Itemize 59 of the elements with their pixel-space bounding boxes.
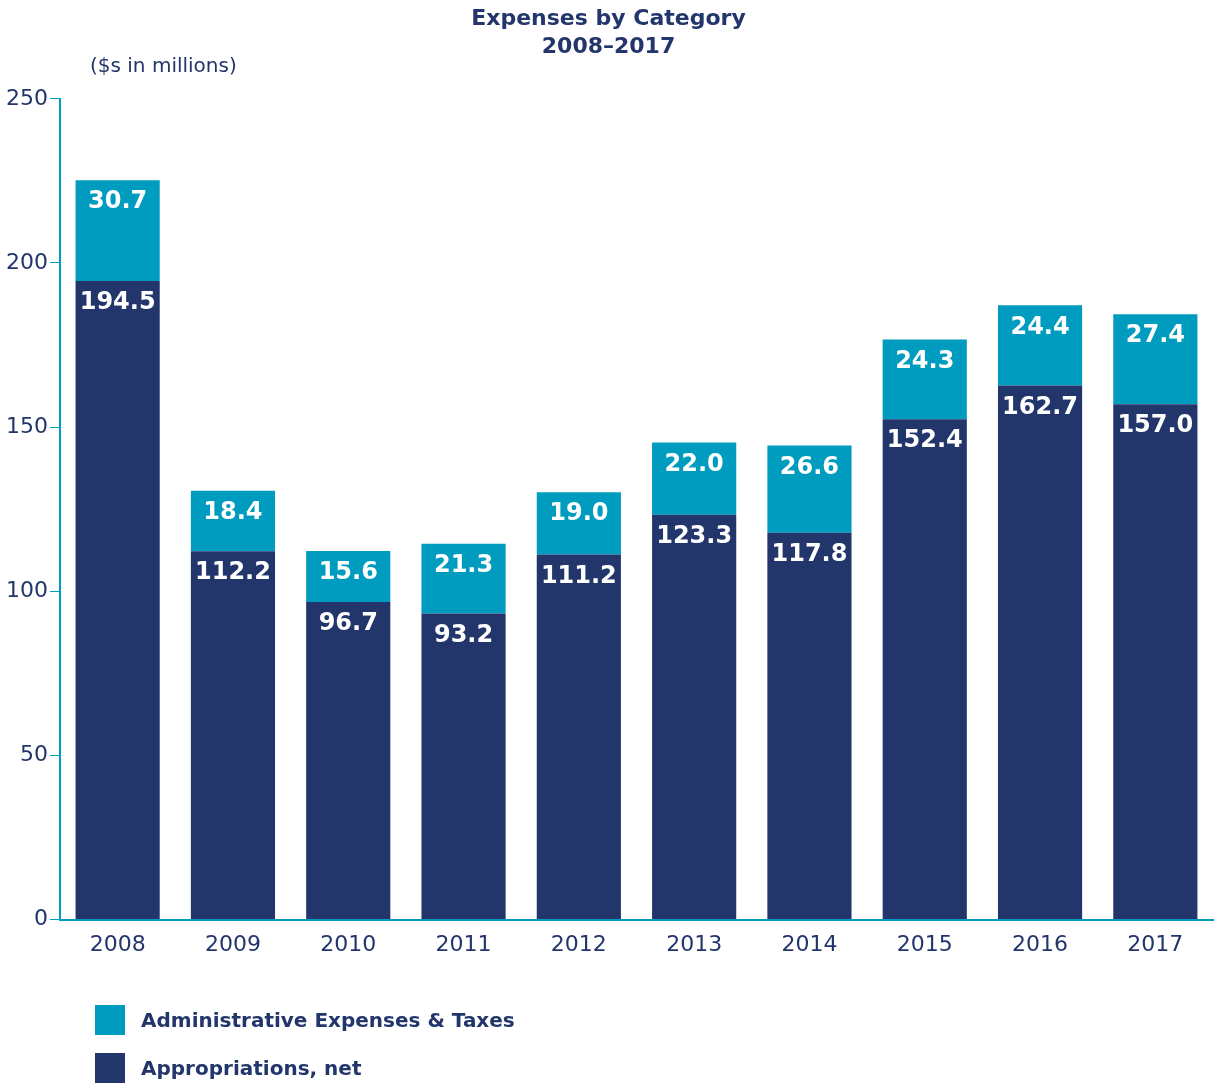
- legend-label: Administrative Expenses & Taxes: [141, 1008, 515, 1032]
- data-label: 194.5: [79, 287, 156, 316]
- y-tick-label: 0: [33, 905, 48, 931]
- x-tick-label: 2017: [1127, 930, 1184, 956]
- data-label: 15.6: [318, 557, 378, 586]
- data-label: 30.7: [88, 186, 148, 215]
- x-tick-label: 2009: [204, 930, 261, 956]
- x-tick-label: 2016: [1012, 930, 1069, 956]
- data-label: 117.8: [771, 539, 848, 568]
- bar: [882, 419, 967, 920]
- bar: [75, 180, 160, 282]
- bar: [190, 551, 276, 920]
- x-tick-label: 2011: [435, 930, 492, 956]
- data-label: 93.2: [433, 619, 494, 648]
- data-label: 22.0: [664, 448, 724, 477]
- x-tick-label: 2012: [550, 930, 607, 956]
- data-label: 157.0: [1117, 410, 1194, 439]
- x-tick-label: 2014: [781, 930, 838, 956]
- y-axis-title: ($s in millions): [90, 53, 237, 78]
- data-label: 19.0: [549, 498, 609, 527]
- bar: [421, 613, 506, 920]
- chart-subtitle: 2008–2017: [541, 33, 676, 59]
- bar: [536, 554, 621, 920]
- bar: [997, 385, 1083, 920]
- data-label: 112.2: [194, 557, 271, 586]
- x-tick-label: 2010: [320, 930, 377, 956]
- chart-title: Expenses by Category: [471, 4, 746, 30]
- y-tick-label: 50: [19, 741, 48, 767]
- bar: [306, 602, 391, 920]
- data-label: 18.4: [203, 497, 263, 526]
- bar: [421, 543, 506, 614]
- bar: [997, 305, 1083, 386]
- bar: [536, 492, 621, 555]
- bar: [882, 339, 967, 420]
- data-label: 24.3: [895, 345, 955, 374]
- data-label: 123.3: [656, 521, 733, 550]
- bar: [767, 445, 852, 533]
- data-label: 152.4: [886, 425, 963, 454]
- x-tick-label: 2008: [89, 930, 146, 956]
- y-tick-label: 100: [5, 577, 48, 602]
- data-label: 24.4: [1010, 311, 1070, 340]
- bar: [1113, 314, 1198, 405]
- bar: [1113, 404, 1198, 920]
- x-tick-label: 2013: [666, 930, 723, 956]
- data-label: 21.3: [433, 549, 494, 578]
- bar: [767, 532, 852, 920]
- bar: [652, 514, 737, 920]
- data-label: 96.7: [318, 608, 378, 637]
- data-label: 26.6: [779, 451, 840, 480]
- bar: [652, 442, 737, 515]
- data-label: 162.7: [1002, 391, 1079, 420]
- y-tick-label: 250: [5, 84, 48, 110]
- bar: [75, 281, 160, 920]
- y-tick-label: 200: [5, 248, 48, 274]
- data-label: 111.2: [540, 560, 617, 589]
- y-tick-label: 150: [5, 412, 48, 438]
- x-tick-label: 2015: [896, 930, 953, 956]
- data-label: 27.4: [1125, 320, 1185, 349]
- legend-label: Appropriations, net: [141, 1056, 362, 1080]
